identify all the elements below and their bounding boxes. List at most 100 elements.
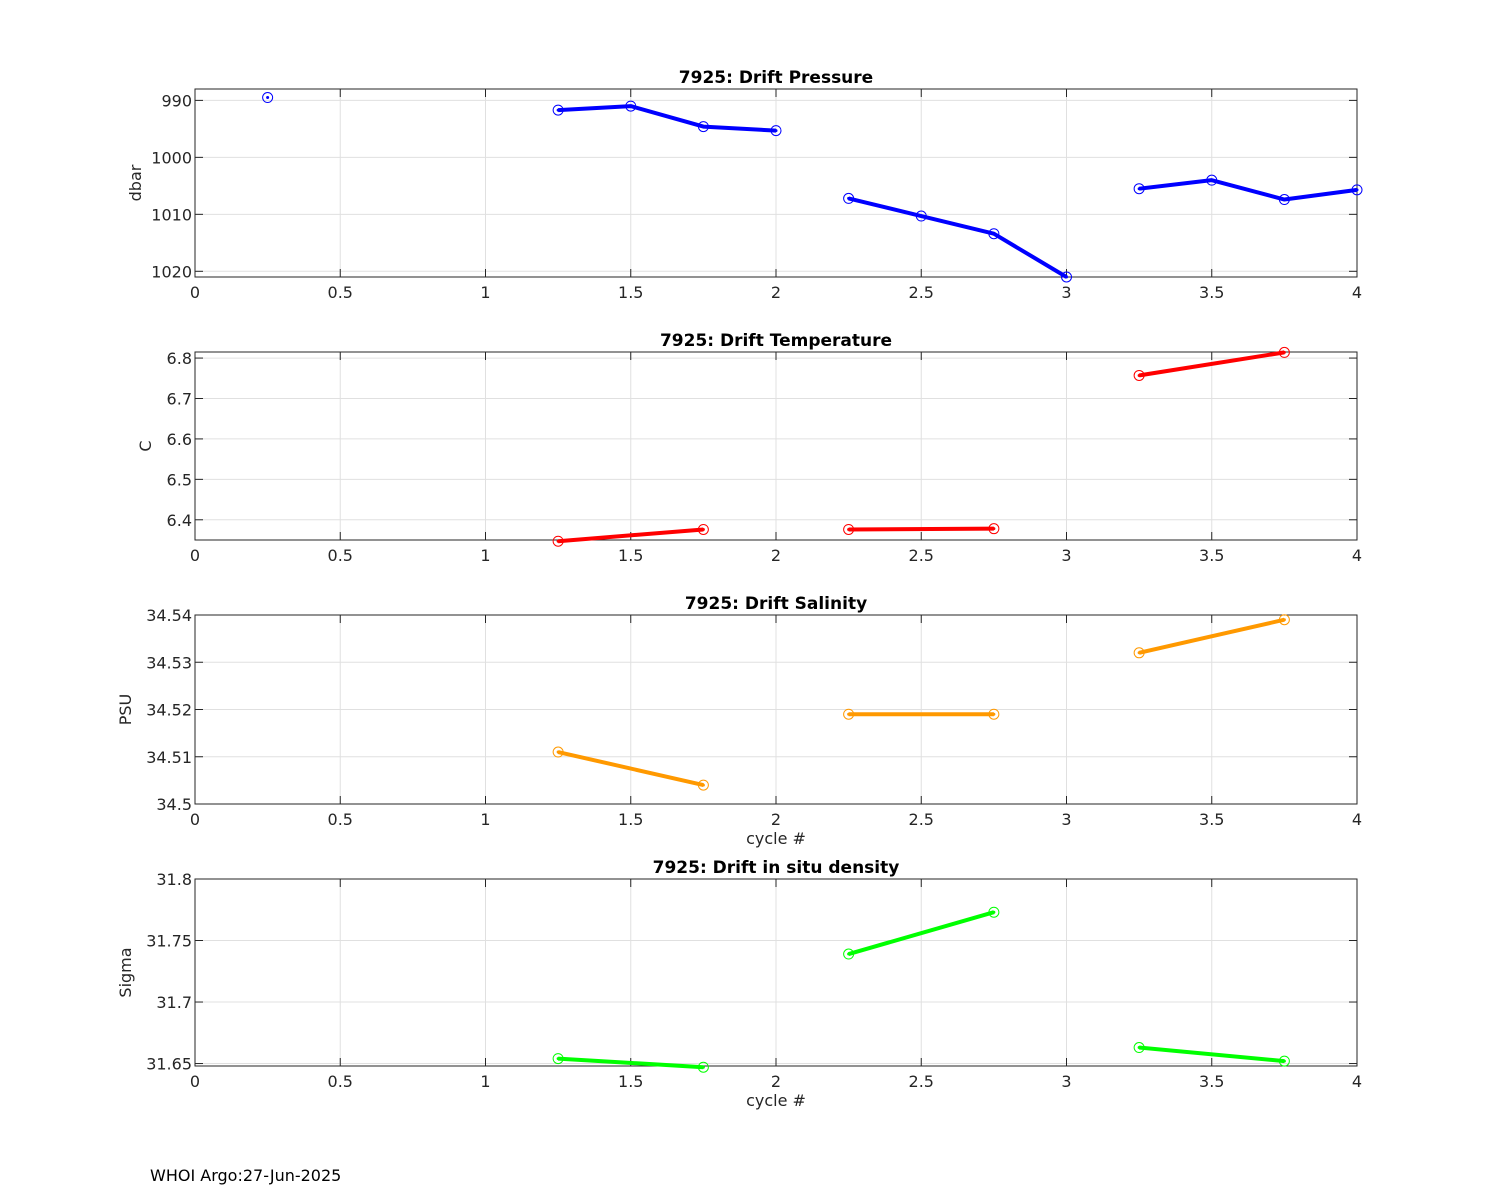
data-point: [697, 523, 709, 535]
x-tick-label: 0.5: [328, 1072, 353, 1091]
x-tick-label: 0: [190, 546, 200, 565]
data-point: [552, 535, 564, 547]
x-axis-label: cycle #: [746, 829, 806, 848]
series-line: [557, 750, 704, 788]
chart-title: 7925: Drift in situ density: [653, 858, 900, 878]
y-axis-label: C: [136, 440, 155, 451]
x-tick-label: 1: [480, 810, 490, 829]
data-point: [770, 125, 782, 137]
x-tick-label: 1: [480, 1072, 490, 1091]
chart-title: 7925: Drift Pressure: [679, 68, 873, 88]
data-point: [552, 104, 564, 116]
data-point-dot: [847, 527, 851, 531]
x-tick-label: 2.5: [909, 546, 934, 565]
data-point-dot: [701, 783, 705, 787]
x-tick-label: 0: [190, 1072, 200, 1091]
series-line: [558, 1056, 704, 1070]
y-tick-label: 31.65: [146, 1055, 192, 1074]
x-tick-label: 1.5: [618, 546, 643, 565]
data-point-dot: [992, 712, 996, 716]
data-point: [1133, 183, 1145, 195]
series-line: [557, 527, 704, 544]
data-point: [988, 228, 1000, 240]
x-tick-label: 4: [1352, 1072, 1362, 1091]
data-point: [915, 210, 927, 222]
x-tick-label: 3.5: [1199, 546, 1224, 565]
data-point: [1278, 194, 1290, 206]
chart-panel-4: 0 0.5 1 1.5 2 2.5 3 3.5 4 31.65 31.7 31.75 31.8 7925:…: [116, 858, 1362, 1110]
series-line: [558, 104, 777, 133]
series-line: [1138, 178, 1358, 202]
data-point-dot: [701, 125, 705, 129]
data-point: [988, 906, 1000, 918]
y-tick-label: 34.52: [146, 701, 192, 720]
x-tick-label: 1: [480, 546, 490, 565]
data-point: [625, 100, 637, 112]
data-point: [1206, 174, 1218, 186]
y-tick-label: 34.54: [146, 606, 192, 625]
x-tick-label: 2: [771, 1072, 781, 1091]
data-point-dot: [847, 952, 851, 956]
x-tick-label: 3: [1061, 546, 1071, 565]
y-axis-label: dbar: [126, 164, 145, 201]
x-tick-label: 2: [771, 810, 781, 829]
series-line: [1138, 617, 1285, 655]
x-tick-label: 0.5: [328, 283, 353, 302]
x-tick-label: 1.5: [618, 810, 643, 829]
data-point-dot: [1282, 350, 1286, 354]
footer-caption: WHOI Argo:27-Jun-2025: [150, 1166, 342, 1185]
data-point: [1061, 271, 1072, 283]
data-point: [1351, 184, 1363, 196]
data-point-dot: [847, 196, 851, 200]
data-point-dot: [992, 232, 996, 236]
x-tick-label: 2: [771, 546, 781, 565]
y-tick-label: 6.4: [167, 511, 192, 530]
data-point-dot: [556, 108, 560, 112]
data-point-dot: [556, 539, 560, 543]
data-point: [988, 708, 1000, 720]
y-tick-label: 990: [161, 91, 192, 110]
data-point-dot: [992, 527, 996, 531]
series-line: [1138, 1045, 1285, 1064]
data-point: [1278, 346, 1290, 358]
x-tick-label: 4: [1352, 810, 1362, 829]
y-tick-label: 34.53: [146, 653, 192, 672]
data-point: [552, 746, 564, 758]
y-tick-label: 31.75: [146, 932, 192, 951]
y-tick-label: 34.5: [156, 795, 192, 814]
x-tick-label: 3: [1061, 1072, 1071, 1091]
y-tick-label: 6.5: [167, 470, 192, 489]
x-tick-label: 4: [1352, 283, 1362, 302]
series-line: [848, 526, 994, 532]
data-point-dot: [556, 1057, 560, 1061]
data-point-dot: [556, 750, 560, 754]
y-axis-label: PSU: [116, 694, 135, 726]
data-point-dot: [1137, 651, 1141, 655]
data-point: [552, 1053, 564, 1065]
y-tick-label: 1020: [151, 262, 192, 281]
x-tick-label: 3.5: [1199, 810, 1224, 829]
x-tick-label: 0.5: [328, 810, 353, 829]
data-point: [1133, 647, 1145, 659]
data-point: [843, 708, 855, 720]
data-point-dot: [1137, 1046, 1141, 1050]
chart-panel-2: 0 0.5 1 1.5 2 2.5 3 3.5 4 6.4 6.5 6.6 6.7 6.8 7925: Dr…: [136, 331, 1362, 565]
data-point: [988, 523, 1000, 535]
data-point-dot: [1210, 178, 1214, 182]
x-axis-label: cycle #: [746, 1091, 806, 1110]
x-tick-label: 2: [771, 283, 781, 302]
x-tick-label: 1.5: [618, 1072, 643, 1091]
y-axis-label: Sigma: [116, 947, 135, 997]
data-point: [1133, 369, 1145, 381]
data-point-dot: [1065, 275, 1068, 279]
chart-panel-1: 0 0.5 1 1.5 2 2.5 3 3.5 4 990 1000 1010 1020 7925: Dr…: [126, 68, 1363, 302]
y-tick-label: 6.6: [167, 430, 192, 449]
data-point-dot: [701, 1065, 705, 1069]
data-point: [1278, 1055, 1290, 1067]
data-point-dot: [266, 96, 270, 100]
y-tick-label: 31.8: [156, 870, 192, 889]
x-tick-label: 0: [190, 283, 200, 302]
data-point: [697, 121, 709, 133]
y-tick-label: 1000: [151, 148, 192, 167]
